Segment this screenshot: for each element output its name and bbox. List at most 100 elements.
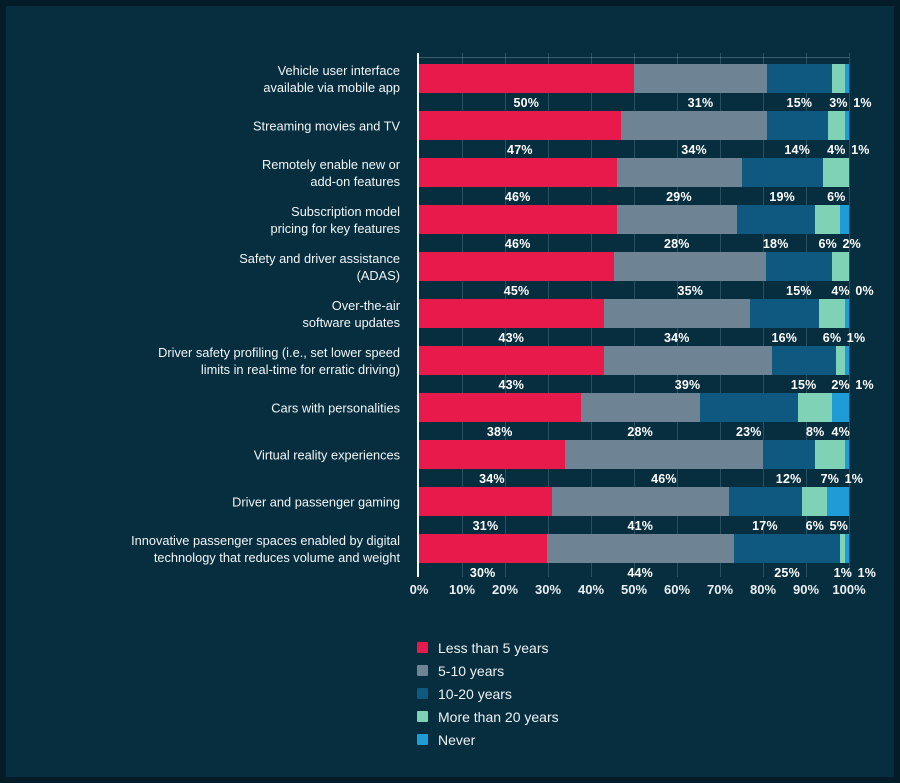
category-label: Streaming movies and TV [253,118,400,133]
legend-item: Never [417,728,559,751]
stacked-bar [419,440,849,469]
bar-segment-never [844,64,849,93]
segment-value-label: 1% [857,566,877,580]
segment-value-label: 16% [771,331,798,345]
x-axis-tick-label: 20% [491,582,519,597]
bar-segment-10-20-years [699,393,798,422]
category-label: Over-the-air software updates [302,297,400,330]
segment-value-label: 18% [762,237,789,251]
bar-row: 30% 44% 25% 1% 1% [419,534,876,581]
segment-value-label: 19% [769,190,795,204]
category-label: Subscription model pricing for key featu… [270,203,400,236]
stacked-bar [419,299,849,328]
legend: Less than 5 years 5-10 years 10-20 years Mo… [417,636,559,751]
bar-row: 38% 28% 23% 8% 4% [419,393,850,440]
segment-value-label: 34% [479,472,505,486]
stacked-bar [419,534,849,563]
legend-label: 10-20 years [438,685,512,702]
legend-label: More than 20 years [438,708,559,725]
bar-row: 50% 31% 15% 3% 1% [419,64,872,111]
bar-segment-10-20-years [728,487,802,516]
stacked-bar [419,487,849,516]
bar-segment-10-20-years [767,64,832,93]
segment-value-label: 3% [829,96,848,110]
bar-segment-10-20-years [771,346,837,375]
category-label: Virtual reality experiences [253,447,400,462]
segment-value-label: 31% [472,519,499,533]
x-axis-tick-label: 60% [663,582,691,597]
bar-row: 46% 28% 18% 6% 2% [419,205,861,252]
segment-value-label: 45% [503,284,530,298]
stacked-bar [419,111,849,140]
bar-segment-more-than-20-years [831,252,849,281]
bar-segment-5-10-years [603,346,772,375]
segment-value-label: 34% [681,143,707,157]
segment-value-label: 46% [504,190,531,204]
segment-value-label: 1% [833,566,853,580]
bar-segment-less-than-5-years [419,534,547,563]
segment-value-label: 39% [674,378,701,392]
segment-value-label: 2% [831,378,850,392]
x-axis-tick-label: 0% [409,582,429,597]
segment-value-label: 1% [851,143,870,157]
bar-segment-more-than-20-years [827,111,845,140]
segment-value-label: 12% [775,472,802,486]
x-axis-tick-label: 40% [577,582,605,597]
bar-row: 43% 39% 15% 2% 1% [419,346,874,393]
bar-segment-never [831,393,849,422]
x-axis-tick-label: 90% [792,582,820,597]
segment-value-label: 6% [827,190,846,204]
segment-value-label: 1% [855,378,874,392]
bar-segment-less-than-5-years [419,299,604,328]
bar-segment-never [844,111,849,140]
segment-value-label: 4% [831,284,850,298]
x-axis-tick-label: 10% [448,582,476,597]
bar-segment-less-than-5-years [419,158,617,187]
bar-segment-less-than-5-years [419,64,634,93]
category-label: Cars with personalities [271,400,400,415]
legend-item: 10-20 years [417,682,559,705]
legend-swatch-icon [417,665,428,676]
bar-segment-more-than-20-years [831,64,845,93]
segment-value-label: 6% [805,519,825,533]
bar-segment-5-10-years [616,205,738,234]
bar-segment-10-20-years [737,205,815,234]
segment-value-label: 28% [627,425,653,439]
segment-value-label: 15% [786,284,812,298]
stacked-bar [419,346,849,375]
bar-row: 45% 35% 15% 4% 0% [419,252,874,299]
segment-value-label: 43% [498,378,525,392]
segment-value-label: 6% [822,331,842,345]
bar-segment-5-10-years [580,393,700,422]
stacked-bar [419,158,849,187]
x-axis-tick-label: 50% [620,582,648,597]
segment-value-label: 47% [507,143,533,157]
bar-segment-5-10-years [614,252,767,281]
bar-row: 43% 34% 16% 6% 1% [419,299,865,346]
bar-segment-never [840,205,849,234]
legend-label: 5-10 years [438,662,505,679]
segment-value-label: 4% [831,425,850,439]
bar-row: 47% 34% 14% 4% 1% [419,111,869,158]
bar-segment-5-10-years [565,440,763,469]
bar-segment-more-than-20-years [836,346,845,375]
bar-segment-5-10-years [552,487,729,516]
x-axis-tick-label: 70% [706,582,734,597]
category-label: Safety and driver assistance (ADAS) [239,250,400,283]
bar-segment-never [844,440,849,469]
segment-value-label: 38% [486,425,513,439]
segment-value-label: 30% [469,566,496,580]
bar-segment-less-than-5-years [419,393,581,422]
segment-value-label: 44% [627,566,653,580]
segment-value-label: 1% [846,331,866,345]
bar-segment-less-than-5-years [419,440,566,469]
bar-segment-5-10-years [603,299,751,328]
segment-value-label: 28% [664,237,690,251]
stacked-bar [419,393,849,422]
bar-row: 34% 46% 12% 7% 1% [419,440,863,487]
bar-segment-never [844,534,849,563]
category-label: Driver and passenger gaming [232,494,400,509]
bar-segment-10-20-years [767,111,828,140]
bar-segment-10-20-years [766,252,832,281]
